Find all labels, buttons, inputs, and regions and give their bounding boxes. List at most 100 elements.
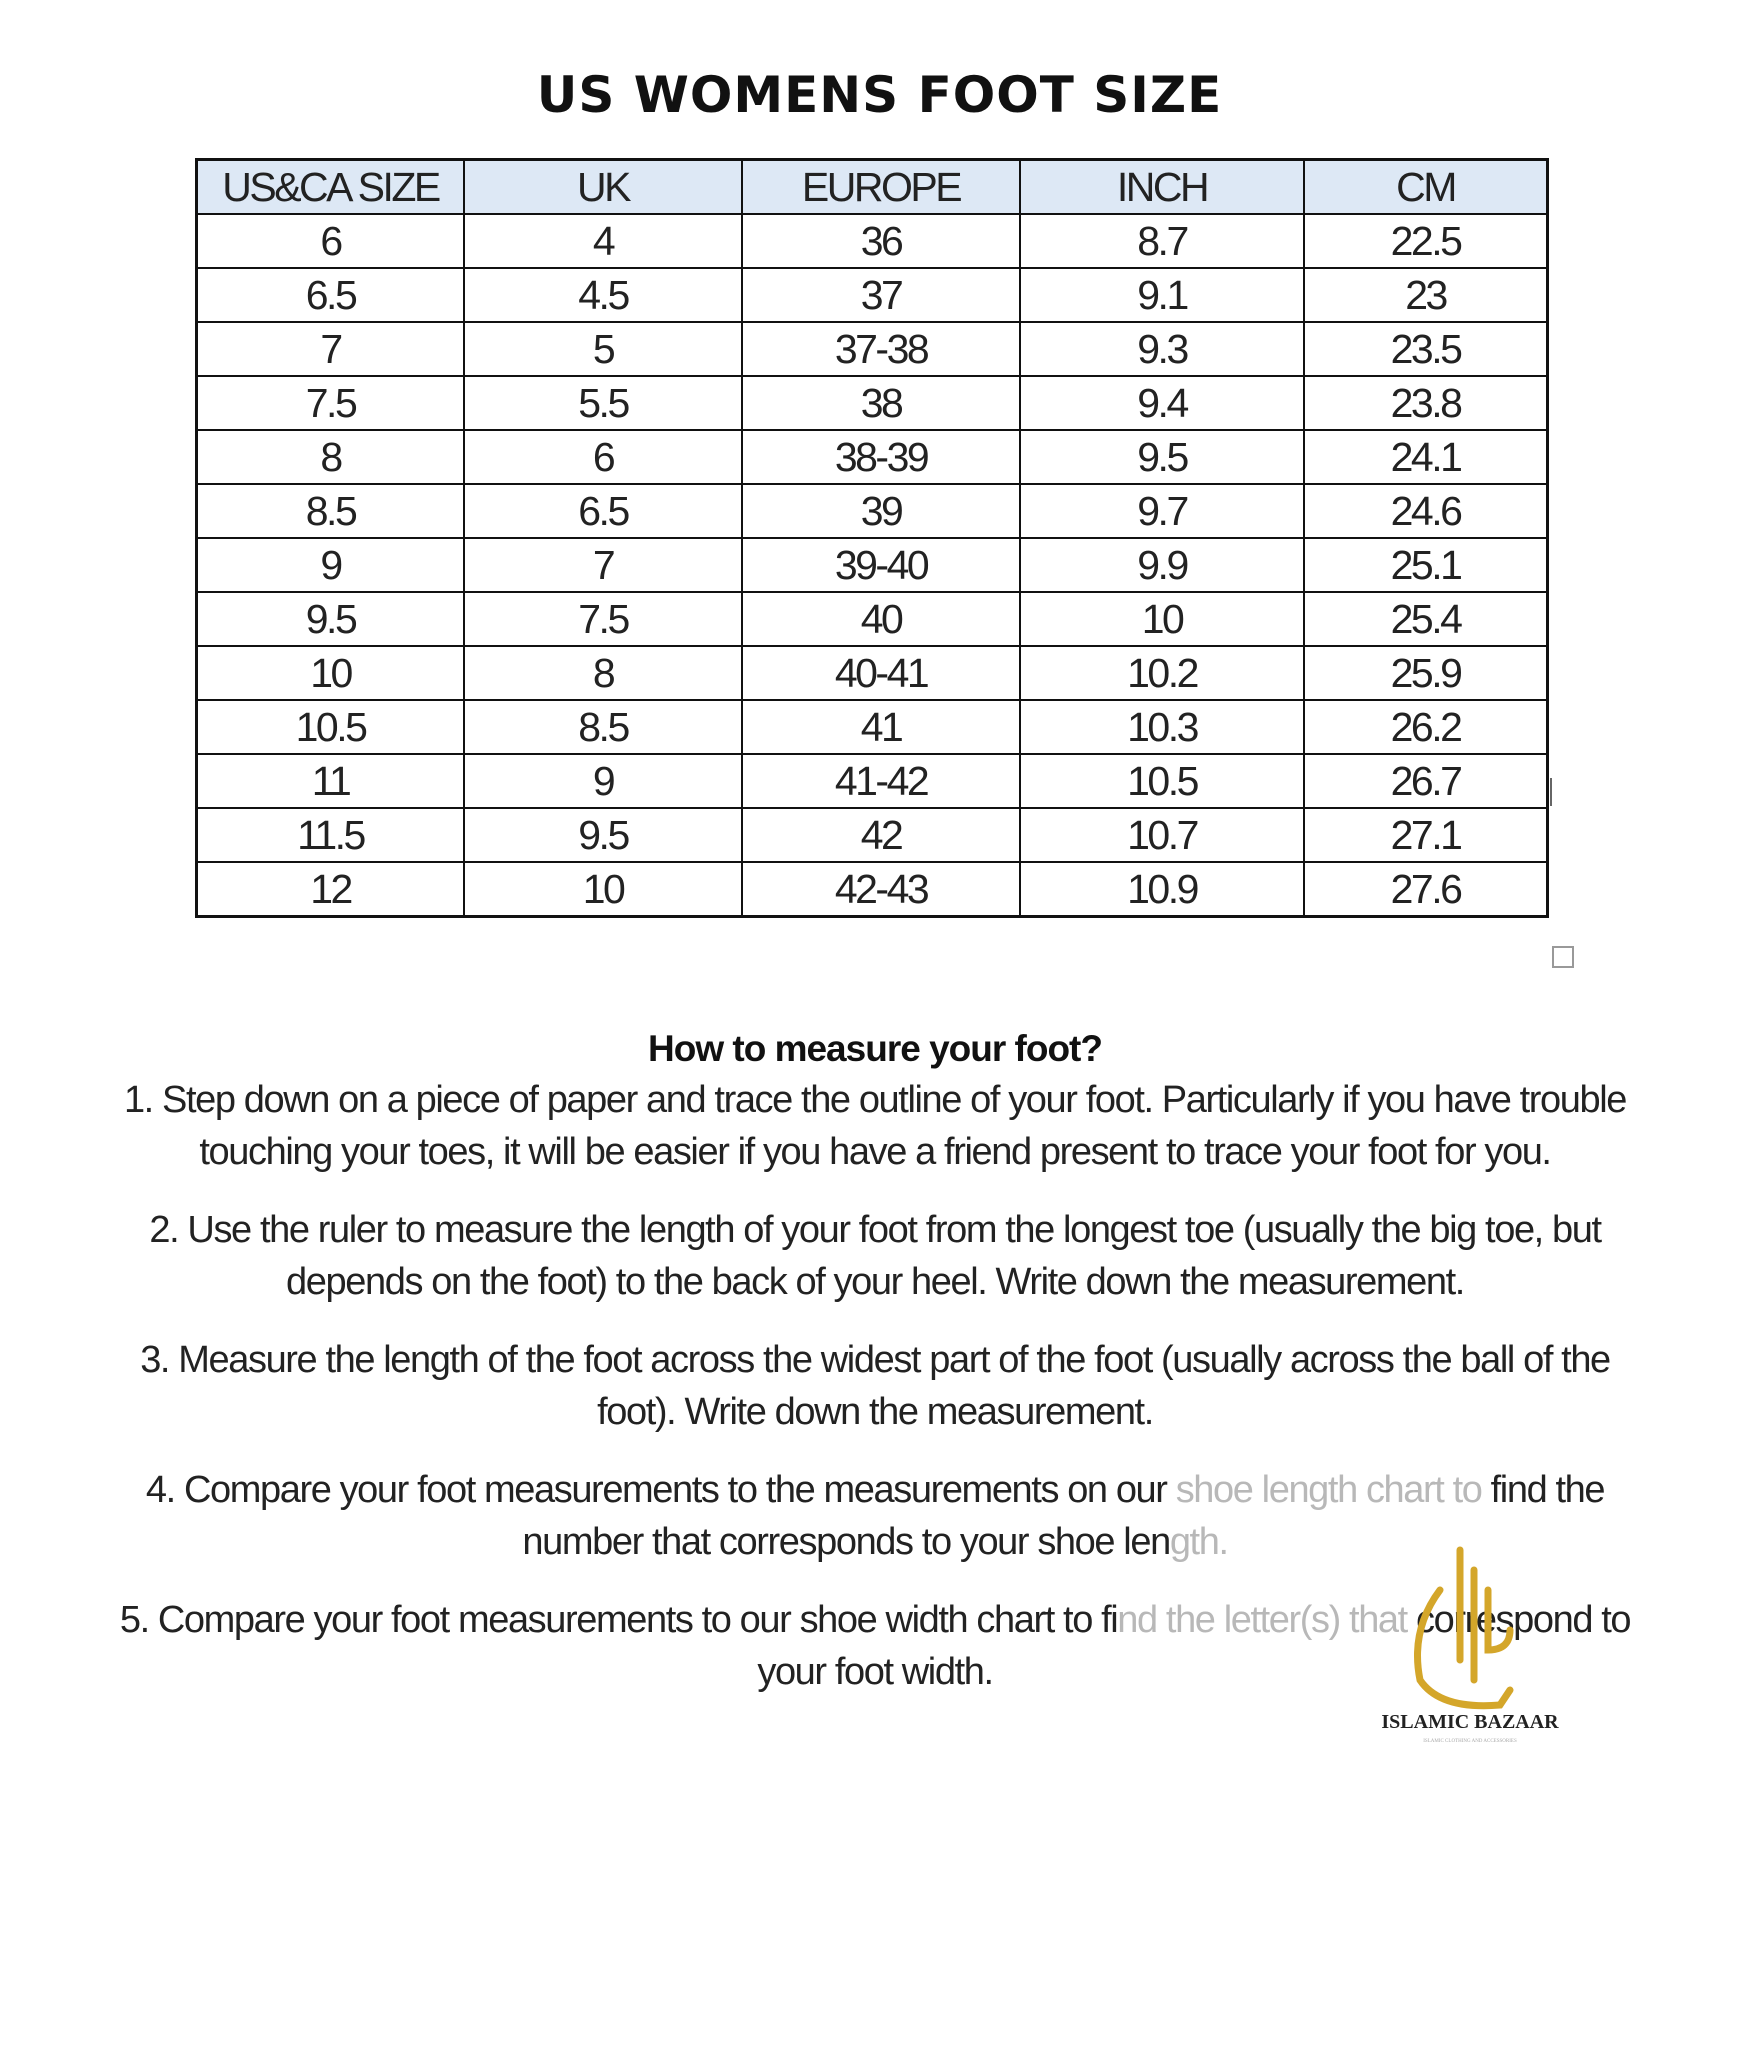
table-cell: 10.5 bbox=[1019, 753, 1305, 809]
table-cell: 25.9 bbox=[1303, 645, 1549, 701]
table-row: 10.5 8.5 41 10.3 26.2 bbox=[195, 699, 1549, 755]
table-cell: 5 bbox=[463, 321, 743, 377]
table-cell: 40-41 bbox=[741, 645, 1021, 701]
table-cell: 10.3 bbox=[1019, 699, 1305, 755]
table-cell: 4.5 bbox=[463, 267, 743, 323]
step-faded-text: gth. bbox=[1169, 1521, 1229, 1563]
table-cell: 9.5 bbox=[1019, 429, 1305, 485]
table-cell: 42-43 bbox=[741, 861, 1021, 918]
step-1: 1. Step down on a piece of paper and tra… bbox=[100, 1074, 1650, 1178]
table-cell: 37-38 bbox=[741, 321, 1021, 377]
table-row: 9 7 39-40 9.9 25.1 bbox=[195, 537, 1549, 593]
column-header: EUROPE bbox=[741, 158, 1021, 215]
table-cell: 6 bbox=[195, 213, 465, 269]
table-cell: 7 bbox=[463, 537, 743, 593]
table-resize-square[interactable] bbox=[1552, 946, 1574, 968]
table-row: 10 8 40-41 10.2 25.9 bbox=[195, 645, 1549, 701]
table-cell: 11 bbox=[195, 753, 465, 809]
step-4: 4. Compare your foot measurements to the… bbox=[100, 1464, 1650, 1568]
svg-text:ISLAMIC CLOTHING AND ACCESSORI: ISLAMIC CLOTHING AND ACCESSORIES bbox=[1423, 1739, 1517, 1744]
table-resize-handle[interactable] bbox=[1550, 778, 1552, 806]
table-cell: 8.7 bbox=[1019, 213, 1305, 269]
table-cell: 6.5 bbox=[463, 483, 743, 539]
table-cell: 40 bbox=[741, 591, 1021, 647]
table-cell: 24.6 bbox=[1303, 483, 1549, 539]
table-row: 11 9 41-42 10.5 26.7 bbox=[195, 753, 1549, 809]
size-chart-table: US&CA SIZE UK EUROPE INCH CM 6 4 36 8.7 22.5 6.5 4… bbox=[195, 158, 1549, 918]
measure-instructions: How to measure your foot? 1. Step down o… bbox=[100, 1028, 1650, 1724]
table-cell: 8 bbox=[195, 429, 465, 485]
table-cell: 11.5 bbox=[195, 807, 465, 863]
step-text: find the number that corresponds to your… bbox=[522, 1469, 1605, 1563]
step-2: 2. Use the ruler to measure the length o… bbox=[100, 1204, 1650, 1308]
table-header-row: US&CA SIZE UK EUROPE INCH CM bbox=[195, 158, 1549, 215]
step-3: 3. Measure the length of the foot across… bbox=[100, 1334, 1650, 1438]
table-cell: 37 bbox=[741, 267, 1021, 323]
step-text: 5. Compare your foot measurements to our… bbox=[119, 1599, 1119, 1641]
table-cell: 5.5 bbox=[463, 375, 743, 431]
table-cell: 41 bbox=[741, 699, 1021, 755]
table-cell: 9 bbox=[463, 753, 743, 809]
svg-text:ISLAMIC BAZAAR: ISLAMIC BAZAAR bbox=[1381, 1711, 1559, 1733]
table-row: 7.5 5.5 38 9.4 23.8 bbox=[195, 375, 1549, 431]
table-cell: 23 bbox=[1303, 267, 1549, 323]
table-row: 8 6 38-39 9.5 24.1 bbox=[195, 429, 1549, 485]
column-header: US&CA SIZE bbox=[195, 158, 465, 215]
table-cell: 10 bbox=[463, 861, 743, 918]
table-cell: 4 bbox=[463, 213, 743, 269]
table-row: 11.5 9.5 42 10.7 27.1 bbox=[195, 807, 1549, 863]
table-row: 7 5 37-38 9.3 23.5 bbox=[195, 321, 1549, 377]
table-cell: 25.1 bbox=[1303, 537, 1549, 593]
table-cell: 24.1 bbox=[1303, 429, 1549, 485]
table-cell: 39 bbox=[741, 483, 1021, 539]
table-cell: 10 bbox=[1019, 591, 1305, 647]
table-cell: 23.5 bbox=[1303, 321, 1549, 377]
table-row: 6 4 36 8.7 22.5 bbox=[195, 213, 1549, 269]
table-cell: 9.9 bbox=[1019, 537, 1305, 593]
table-cell: 10.7 bbox=[1019, 807, 1305, 863]
column-header: UK bbox=[463, 158, 743, 215]
table-cell: 26.7 bbox=[1303, 753, 1549, 809]
step-5: 5. Compare your foot measurements to our… bbox=[100, 1594, 1650, 1698]
table-cell: 7 bbox=[195, 321, 465, 377]
column-header: CM bbox=[1303, 158, 1549, 215]
table-cell: 10.9 bbox=[1019, 861, 1305, 918]
table-cell: 41-42 bbox=[741, 753, 1021, 809]
table-cell: 9 bbox=[195, 537, 465, 593]
step-text: 1. Step down on a piece of paper and tra… bbox=[123, 1079, 1627, 1173]
table-cell: 25.4 bbox=[1303, 591, 1549, 647]
table-cell: 27.1 bbox=[1303, 807, 1549, 863]
table-cell: 22.5 bbox=[1303, 213, 1549, 269]
step-faded-text: shoe length chart to bbox=[1175, 1469, 1483, 1511]
table-cell: 7.5 bbox=[195, 375, 465, 431]
islamic-bazaar-logo: ISLAMIC BAZAAR ISLAMIC CLOTHING AND ACCE… bbox=[1381, 1546, 1559, 1744]
table-cell: 9.5 bbox=[463, 807, 743, 863]
table-cell: 6 bbox=[463, 429, 743, 485]
table-row: 8.5 6.5 39 9.7 24.6 bbox=[195, 483, 1549, 539]
step-text: 3. Measure the length of the foot across… bbox=[140, 1339, 1611, 1433]
table-cell: 23.8 bbox=[1303, 375, 1549, 431]
step-text: 4. Compare your foot measurements to the… bbox=[145, 1469, 1176, 1511]
table-cell: 9.7 bbox=[1019, 483, 1305, 539]
instructions-heading: How to measure your foot? bbox=[648, 1028, 1103, 1069]
table-cell: 9.5 bbox=[195, 591, 465, 647]
table-cell: 10.2 bbox=[1019, 645, 1305, 701]
table-row: 12 10 42-43 10.9 27.6 bbox=[195, 861, 1549, 918]
table-cell: 10 bbox=[195, 645, 465, 701]
step-faded-text: nd the letter(s) that bbox=[1117, 1599, 1408, 1641]
table-row: 9.5 7.5 40 10 25.4 bbox=[195, 591, 1549, 647]
table-cell: 9.1 bbox=[1019, 267, 1305, 323]
table-cell: 8.5 bbox=[195, 483, 465, 539]
page-title: US WOMENS FOOT SIZE bbox=[536, 66, 1223, 124]
table-cell: 10.5 bbox=[195, 699, 465, 755]
table-cell: 9.4 bbox=[1019, 375, 1305, 431]
table-cell: 42 bbox=[741, 807, 1021, 863]
table-cell: 27.6 bbox=[1303, 861, 1549, 918]
column-header: INCH bbox=[1019, 158, 1305, 215]
table-cell: 38-39 bbox=[741, 429, 1021, 485]
table-cell: 9.3 bbox=[1019, 321, 1305, 377]
table-cell: 38 bbox=[741, 375, 1021, 431]
step-text: correspond to your foot width. bbox=[757, 1599, 1631, 1693]
table-cell: 12 bbox=[195, 861, 465, 918]
table-cell: 26.2 bbox=[1303, 699, 1549, 755]
